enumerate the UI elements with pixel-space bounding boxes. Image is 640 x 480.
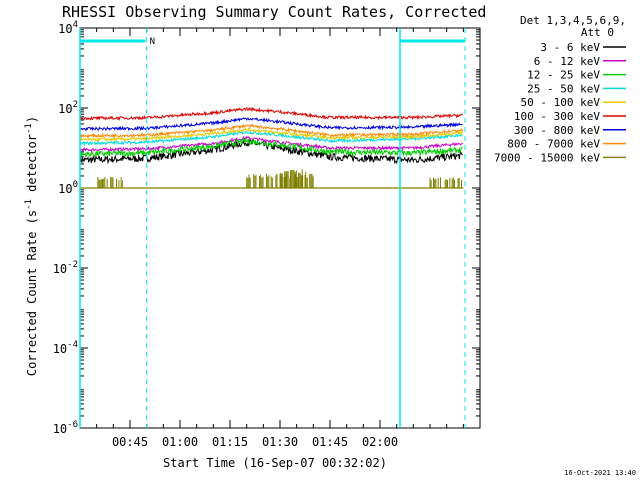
legend-entry-label: 25 - 50 keV: [527, 82, 600, 95]
x-tick-label: 02:00: [362, 435, 398, 449]
x-tick-label: 01:00: [162, 435, 198, 449]
x-axis-label: Start Time (16-Sep-07 00:32:02): [163, 456, 387, 470]
axis-ticks: [79, 27, 481, 429]
x-tick-label: 01:30: [262, 435, 298, 449]
y-axis-label-sup2: -1: [24, 123, 34, 134]
y-tick-exponent: -2: [67, 260, 78, 270]
y-axis-label-part3: ): [25, 116, 39, 123]
series-line: [79, 130, 463, 147]
y-axis-label-sup1: -1: [24, 199, 34, 210]
y-tick-base: 10: [53, 342, 67, 356]
y-tick-base: 10: [58, 22, 72, 36]
legend-header-line1: Det 1,3,4,5,6,9,: [520, 14, 626, 27]
y-tick-base: 10: [58, 182, 72, 196]
series-line: [80, 117, 463, 132]
legend-entry-label: 50 - 100 keV: [521, 96, 601, 109]
chart-title: RHESSI Observing Summary Count Rates, Co…: [62, 3, 486, 21]
y-tick-exponent: -4: [67, 340, 78, 350]
y-tick-label: 10-6: [53, 420, 78, 436]
series-lines: [79, 106, 464, 165]
legend-entry-label: 7000 - 15000 keV: [494, 151, 600, 164]
y-tick-base: 10: [53, 422, 67, 436]
series-line: [79, 127, 463, 143]
y-tick-exponent: -6: [67, 420, 78, 430]
x-tick-label: 01:15: [212, 435, 248, 449]
y-axis-label: Corrected Count Rate (s-1 detector-1): [24, 116, 39, 376]
footer-date: 16-Oct-2021 13:40: [564, 469, 636, 477]
legend-entry-label: 800 - 7000 keV: [507, 138, 600, 151]
y-tick-exponent: 0: [73, 180, 78, 190]
x-tick-labels: 00:45 01:00 01:15 01:30 01:45 02:00: [112, 435, 398, 449]
y-tick-base: 10: [58, 102, 72, 116]
legend-entry-label: 3 - 6 keV: [540, 41, 600, 54]
series-line: [80, 123, 464, 139]
y-tick-exponent: 2: [73, 100, 78, 110]
night-label: N: [150, 37, 155, 47]
y-tick-base: 10: [53, 262, 67, 276]
plot-frame: [79, 27, 481, 429]
series-line: [79, 138, 463, 159]
y-axis-label-part1: Corrected Count Rate (s: [25, 210, 39, 376]
y-axis-label-part2: detector: [25, 134, 39, 199]
legend-entry-label: 6 - 12 keV: [534, 55, 601, 68]
y-tick-exponent: 4: [73, 20, 78, 30]
x-tick-label: 00:45: [112, 435, 148, 449]
series-line: [79, 106, 463, 122]
y-tick-label: 10-4: [53, 340, 78, 356]
y-tick-label: 10-2: [53, 260, 78, 276]
legend-entry-label: 100 - 300 keV: [514, 110, 600, 123]
attenuator-bars: [80, 169, 464, 189]
y-tick-label: 102: [58, 100, 78, 116]
y-tick-label: 100: [58, 180, 78, 196]
x-tick-label: 01:45: [312, 435, 348, 449]
y-tick-label: 104: [58, 20, 78, 36]
legend-entry-label: 300 - 800 keV: [514, 124, 600, 137]
observation-flags: N: [79, 28, 466, 428]
legend-entry-label: 12 - 25 keV: [527, 69, 600, 82]
legend-header-line2: Att 0: [581, 26, 614, 39]
series-line: [79, 135, 464, 153]
